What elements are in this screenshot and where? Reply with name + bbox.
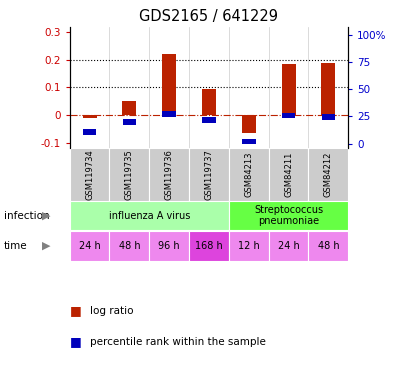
Bar xyxy=(189,148,229,200)
Bar xyxy=(70,148,109,200)
Bar xyxy=(308,232,348,260)
Bar xyxy=(242,115,256,133)
Text: infection: infection xyxy=(4,211,50,221)
Bar xyxy=(70,232,109,260)
Bar xyxy=(83,129,96,135)
Text: percentile rank within the sample: percentile rank within the sample xyxy=(90,337,265,347)
Text: GSM119735: GSM119735 xyxy=(125,149,134,200)
Text: log ratio: log ratio xyxy=(90,306,133,316)
Bar xyxy=(322,63,336,115)
Bar xyxy=(269,232,308,260)
Bar xyxy=(109,148,149,200)
Bar xyxy=(229,232,269,260)
Text: 12 h: 12 h xyxy=(238,241,259,251)
Text: GSM84213: GSM84213 xyxy=(244,152,253,197)
Title: GDS2165 / 641229: GDS2165 / 641229 xyxy=(139,9,279,24)
Text: ▶: ▶ xyxy=(42,241,50,251)
Bar xyxy=(149,148,189,200)
Text: ■: ■ xyxy=(70,305,82,318)
Bar xyxy=(123,119,136,125)
Text: GSM119737: GSM119737 xyxy=(205,149,213,200)
Text: 24 h: 24 h xyxy=(79,241,100,251)
Text: influenza A virus: influenza A virus xyxy=(109,211,190,221)
Bar xyxy=(162,55,176,115)
Bar xyxy=(322,114,335,120)
Bar xyxy=(149,232,189,260)
Text: GSM84212: GSM84212 xyxy=(324,152,333,197)
Bar xyxy=(70,201,229,230)
Text: GSM119736: GSM119736 xyxy=(165,149,174,200)
Bar xyxy=(83,115,96,118)
Bar xyxy=(242,139,256,144)
Text: 48 h: 48 h xyxy=(318,241,339,251)
Bar xyxy=(282,113,295,118)
Bar xyxy=(109,232,149,260)
Text: time: time xyxy=(4,241,27,251)
Bar xyxy=(189,232,229,260)
Text: Streptococcus
pneumoniae: Streptococcus pneumoniae xyxy=(254,205,323,227)
Bar xyxy=(123,101,136,115)
Text: 96 h: 96 h xyxy=(158,241,180,251)
Text: 48 h: 48 h xyxy=(119,241,140,251)
Bar xyxy=(202,89,216,115)
Text: ■: ■ xyxy=(70,335,82,348)
Bar xyxy=(308,148,348,200)
Bar xyxy=(282,64,296,115)
Text: 24 h: 24 h xyxy=(278,241,299,251)
Bar xyxy=(229,201,348,230)
Bar xyxy=(229,148,269,200)
Text: GSM119734: GSM119734 xyxy=(85,149,94,200)
Bar xyxy=(202,118,216,123)
Text: ▶: ▶ xyxy=(42,211,50,221)
Text: GSM84211: GSM84211 xyxy=(284,152,293,197)
Bar xyxy=(269,148,308,200)
Text: 168 h: 168 h xyxy=(195,241,223,251)
Bar xyxy=(162,111,176,117)
